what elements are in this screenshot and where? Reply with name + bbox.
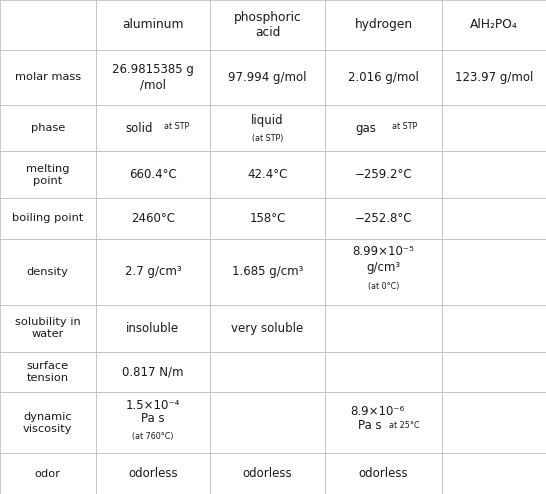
Bar [442, 152, 546, 198]
Bar [0, 453, 96, 494]
Bar [325, 305, 442, 352]
Text: 2.7 g/cm³: 2.7 g/cm³ [124, 265, 181, 279]
Bar [0, 392, 96, 453]
Bar [210, 50, 325, 105]
Text: g/cm³: g/cm³ [366, 261, 401, 274]
Text: 2.016 g/mol: 2.016 g/mol [348, 71, 419, 84]
Bar [325, 198, 442, 239]
Bar [210, 453, 325, 494]
Text: melting
point: melting point [26, 164, 69, 186]
Text: solubility in
water: solubility in water [15, 317, 81, 339]
Text: at STP: at STP [164, 122, 189, 131]
Bar [325, 50, 442, 105]
Text: 2460°C: 2460°C [131, 211, 175, 225]
Text: hydrogen: hydrogen [354, 18, 413, 32]
Text: surface
tension: surface tension [27, 361, 69, 383]
Text: Pa s: Pa s [141, 412, 165, 425]
Text: (at 760°C): (at 760°C) [132, 432, 174, 441]
Text: 97.994 g/mol: 97.994 g/mol [228, 71, 307, 84]
Bar [96, 0, 210, 50]
Bar [442, 0, 546, 50]
Text: aluminum: aluminum [122, 18, 183, 32]
Bar [210, 0, 325, 50]
Bar [96, 152, 210, 198]
Text: density: density [27, 267, 69, 277]
Text: odorless: odorless [128, 467, 177, 480]
Text: molar mass: molar mass [15, 73, 81, 82]
Text: AlH₂PO₄: AlH₂PO₄ [470, 18, 518, 32]
Bar [0, 50, 96, 105]
Text: 0.817 N/m: 0.817 N/m [122, 366, 183, 378]
Text: odorless: odorless [359, 467, 408, 480]
Bar [96, 50, 210, 105]
Bar [325, 0, 442, 50]
Text: (at STP): (at STP) [252, 134, 283, 143]
Bar [96, 198, 210, 239]
Bar [442, 453, 546, 494]
Bar [210, 198, 325, 239]
Text: liquid: liquid [251, 115, 284, 127]
Bar [0, 152, 96, 198]
Bar [0, 239, 96, 305]
Bar [442, 50, 546, 105]
Bar [210, 392, 325, 453]
Text: Pa s: Pa s [358, 419, 381, 432]
Bar [96, 239, 210, 305]
Text: 158°C: 158°C [250, 211, 286, 225]
Bar [442, 305, 546, 352]
Bar [442, 198, 546, 239]
Text: (at 0°C): (at 0°C) [368, 282, 399, 291]
Bar [442, 239, 546, 305]
Bar [0, 0, 96, 50]
Text: solid: solid [126, 122, 153, 135]
Bar [210, 352, 325, 392]
Text: boiling point: boiling point [12, 213, 84, 223]
Bar [325, 392, 442, 453]
Text: at STP: at STP [392, 122, 417, 131]
Bar [325, 105, 442, 152]
Text: odor: odor [35, 469, 61, 479]
Bar [96, 352, 210, 392]
Text: gas: gas [355, 122, 376, 135]
Bar [96, 105, 210, 152]
Text: phase: phase [31, 124, 65, 133]
Bar [442, 352, 546, 392]
Bar [0, 105, 96, 152]
Text: 123.97 g/mol: 123.97 g/mol [455, 71, 533, 84]
Text: at 25°C: at 25°C [389, 421, 420, 430]
Text: 660.4°C: 660.4°C [129, 168, 177, 181]
Bar [325, 152, 442, 198]
Text: 8.9×10⁻⁶: 8.9×10⁻⁶ [351, 405, 405, 418]
Text: 1.5×10⁻⁴: 1.5×10⁻⁴ [126, 399, 180, 412]
Text: odorless: odorless [243, 467, 292, 480]
Bar [96, 305, 210, 352]
Bar [210, 105, 325, 152]
Text: phosphoric
acid: phosphoric acid [234, 10, 301, 39]
Bar [0, 305, 96, 352]
Text: insoluble: insoluble [126, 322, 180, 335]
Bar [325, 239, 442, 305]
Bar [96, 392, 210, 453]
Bar [325, 453, 442, 494]
Text: very soluble: very soluble [232, 322, 304, 335]
Text: 1.685 g/cm³: 1.685 g/cm³ [232, 265, 303, 279]
Bar [210, 152, 325, 198]
Bar [442, 392, 546, 453]
Bar [0, 352, 96, 392]
Bar [210, 305, 325, 352]
Text: 8.99×10⁻⁵: 8.99×10⁻⁵ [353, 246, 414, 258]
Text: dynamic
viscosity: dynamic viscosity [23, 412, 73, 434]
Text: −259.2°C: −259.2°C [355, 168, 412, 181]
Bar [210, 239, 325, 305]
Bar [442, 105, 546, 152]
Text: 42.4°C: 42.4°C [247, 168, 288, 181]
Bar [96, 453, 210, 494]
Bar [0, 198, 96, 239]
Text: −252.8°C: −252.8°C [355, 211, 412, 225]
Text: 26.9815385 g
/mol: 26.9815385 g /mol [112, 63, 194, 92]
Bar [325, 352, 442, 392]
